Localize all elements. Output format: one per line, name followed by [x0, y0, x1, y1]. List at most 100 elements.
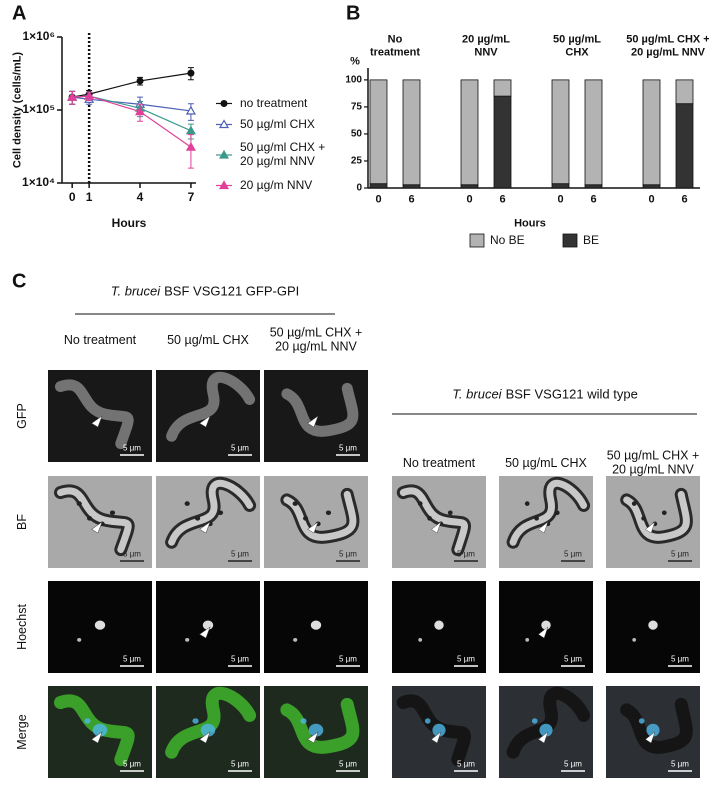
cell [627, 494, 687, 537]
cell-shape [287, 494, 353, 537]
cell [627, 704, 687, 747]
legend-marker [218, 180, 230, 190]
granule [217, 510, 224, 516]
bar-segment [584, 79, 603, 186]
cell-shape [172, 693, 250, 752]
granule [631, 501, 637, 506]
y-tick-label: 50 [350, 128, 362, 140]
scale-bar-label: 5 µm [564, 654, 582, 664]
nucleus [648, 620, 658, 630]
row-label: Merge [14, 714, 29, 750]
bar-segment [642, 79, 661, 186]
cell-shape [60, 385, 128, 444]
scale-bar-label: 5 µm [339, 443, 357, 453]
granule [524, 501, 530, 506]
y-axis-title: % [350, 55, 360, 68]
granule [417, 501, 423, 506]
x-axis-title: Hours [111, 216, 147, 231]
y-tick-label: 25 [350, 155, 362, 167]
arrowhead [431, 731, 442, 744]
row-label: GFP [14, 403, 29, 429]
cell [60, 491, 128, 550]
x-tick-label: 0 [466, 193, 473, 206]
cell-shape [60, 491, 128, 550]
x-tick-label: 7 [187, 190, 195, 205]
marker [67, 91, 78, 101]
kinetoplast [77, 638, 82, 642]
y-tick-label: 75 [350, 101, 362, 113]
legend-label: BE [583, 233, 600, 248]
group-label: No treatment [369, 33, 421, 58]
cell [60, 701, 128, 760]
arrowhead [538, 731, 549, 744]
cell [172, 693, 250, 752]
x-tick-label: 4 [136, 190, 144, 205]
series-line [72, 72, 192, 98]
scale-bar-label: 5 µm [123, 443, 141, 453]
column-header: 50 µg/mL CHX [505, 455, 587, 470]
legend-marker [220, 100, 228, 107]
granule [87, 516, 93, 521]
kinetoplast [638, 718, 645, 724]
scale-bar-label: 5 µm [457, 549, 475, 559]
legend-label: 20 µg/m NNV [240, 177, 313, 192]
scale-bar-label: 5 µm [671, 654, 689, 664]
nucleus [94, 620, 106, 630]
panel-label: B [346, 2, 361, 25]
bar-segment [675, 79, 694, 105]
cell [287, 704, 353, 747]
cell [632, 620, 658, 642]
legend-swatch [469, 233, 485, 248]
x-tick-label: 6 [681, 193, 688, 206]
bar-segment [460, 79, 479, 186]
granule [427, 516, 432, 521]
bar-segment [493, 79, 512, 97]
column-header: 50 µg/mL CHX + 20 µg/mL NNV [269, 325, 363, 354]
error-bar [187, 134, 194, 169]
bar-segment [551, 79, 570, 185]
granule [76, 501, 82, 506]
arrowhead [307, 521, 319, 534]
granule [109, 510, 116, 516]
legend-marker [218, 149, 230, 159]
x-tick-label: 0 [557, 193, 564, 206]
bar-segment [460, 184, 479, 189]
kinetoplast [525, 638, 530, 642]
cell [418, 620, 444, 642]
granule [641, 516, 646, 521]
arrowhead [307, 731, 319, 744]
cell [60, 385, 128, 444]
scale-bar-label: 5 µm [339, 549, 357, 559]
bar-segment [642, 184, 661, 189]
scale-bar-label: 5 µm [457, 759, 475, 769]
scale-bar-label: 5 µm [564, 759, 582, 769]
arrowhead [431, 521, 442, 534]
column-header: 50 µg/mL CHX + 20 µg/mL NNV [606, 448, 700, 477]
x-tick-label: 0 [68, 190, 76, 205]
column-header: No treatment [402, 455, 476, 470]
cell-shape [172, 483, 250, 542]
granule [184, 501, 190, 506]
column-header: No treatment [63, 332, 137, 347]
granule [554, 510, 560, 516]
group-label: 50 µg/mL CHX [553, 33, 601, 58]
title-part: T. brucei [452, 386, 502, 402]
granule [195, 516, 201, 521]
cell [525, 620, 551, 642]
row-label: Hoechst [14, 604, 29, 650]
cell-shape [627, 704, 687, 747]
panel-label: C [12, 270, 27, 293]
y-tick-label: 1×10⁶ [22, 29, 55, 44]
bar-segment [551, 183, 570, 189]
scale-bar-label: 5 µm [339, 759, 357, 769]
scale-bar-label: 5 µm [123, 549, 141, 559]
row-label: BF [14, 514, 29, 530]
legend-label: No BE [490, 233, 525, 248]
bar-segment [369, 79, 388, 185]
x-tick-label: 6 [590, 193, 597, 206]
marker [185, 105, 196, 115]
nucleus [541, 620, 551, 630]
bar-segment [584, 184, 603, 189]
cell [185, 620, 214, 642]
